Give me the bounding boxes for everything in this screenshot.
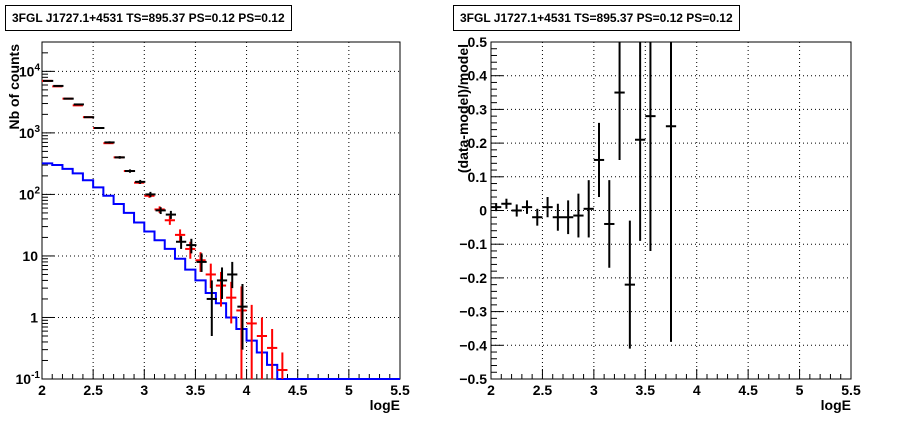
x-axis-label: logE — [370, 397, 400, 413]
x-tick-label: 2 — [38, 382, 46, 398]
y-tick-label: 10-1 — [16, 370, 41, 387]
x-tick-label: 2 — [487, 382, 495, 398]
y-tick-label: 0.1 — [468, 169, 488, 185]
y-tick-label: 102 — [19, 185, 41, 202]
x-tick-label: 2.5 — [83, 382, 103, 398]
y-tick-label: −0.3 — [459, 304, 487, 320]
x-tick-label: 4.5 — [738, 382, 758, 398]
y-tick-label: −0.2 — [459, 270, 487, 286]
y-tick-label: 10 — [22, 248, 38, 264]
y-tick-label: 103 — [19, 124, 41, 141]
model-source-step — [42, 162, 400, 380]
y-tick-label: 0 — [479, 203, 487, 219]
plot-frame — [41, 41, 401, 380]
y-axis-label: (data-model)/model — [455, 44, 471, 173]
x-tick-label: 3.5 — [186, 382, 206, 398]
x-tick-label: 3.5 — [636, 382, 656, 398]
x-tick-label: 4 — [243, 382, 251, 398]
counts-panel: 2 2.5 3 3.5 4 4.5 5 5.5 10-1 1 10 102 103 104 logE Nb o… — [6, 41, 410, 413]
chart-title-left: 3FGL J1727.1+4531 TS=895.37 PS=0.12 PS=0… — [5, 5, 292, 31]
y-tick-label: 104 — [19, 62, 41, 79]
y-tick-label: −0.5 — [459, 371, 487, 387]
x-tick-label: 5 — [796, 382, 804, 398]
y-tick-label: 0.3 — [468, 101, 488, 117]
y-axis-label: Nb of counts — [6, 44, 22, 130]
chart-title-right: 3FGL J1727.1+4531 TS=895.37 PS=0.12 PS=0… — [453, 5, 740, 31]
x-tick-label: 5.5 — [390, 382, 410, 398]
x-tick-label: 5 — [345, 382, 353, 398]
x-tick-label: 5.5 — [841, 382, 861, 398]
x-tick-label: 3 — [590, 382, 598, 398]
y-tick-label: −0.4 — [459, 337, 487, 353]
y-tick-label: 1 — [30, 309, 38, 325]
x-tick-label: 3 — [140, 382, 148, 398]
x-axis-label: logE — [821, 397, 851, 413]
y-tick-label: 0.5 — [468, 34, 488, 50]
y-tick-label: −0.1 — [459, 236, 487, 252]
y-tick-label: 0.2 — [468, 135, 488, 151]
residuals-panel: 2 2.5 3 3.5 4 4.5 5 5.5 −0.5 −0.4 −0.3 −0.2 −0.1 0 0.1… — [455, 34, 861, 413]
x-tick-label: 4.5 — [288, 382, 308, 398]
x-tick-label: 2.5 — [533, 382, 553, 398]
x-tick-label: 4 — [693, 382, 701, 398]
y-tick-label: 0.4 — [468, 68, 488, 84]
